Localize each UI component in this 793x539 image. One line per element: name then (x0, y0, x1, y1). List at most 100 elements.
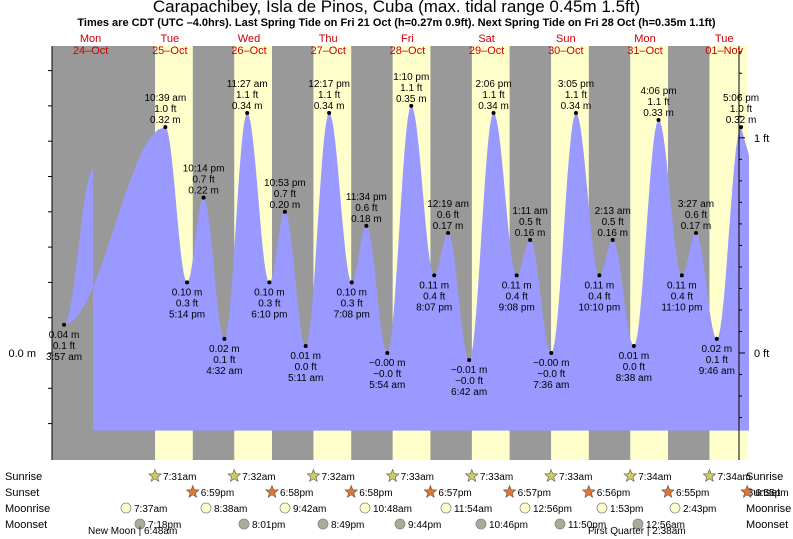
tide-point (385, 351, 390, 355)
moonset-icon (134, 518, 146, 530)
sunrise-time: 7:32am (242, 472, 275, 483)
astro-row-label-left: Moonset (5, 519, 47, 531)
tide-ft-label: 0.4 ft (506, 291, 528, 302)
tide-time-label: 3:27 am (678, 199, 714, 210)
tide-m-label: 0.18 m (351, 214, 382, 225)
tide-ft-label: −0.0 ft (373, 369, 401, 380)
tide-point (739, 125, 744, 130)
sunset-time: 6:56pm (597, 488, 630, 499)
y-axis-label-1ft: 1 ft (754, 133, 769, 145)
tide-point (245, 110, 250, 115)
moonrise-icon (596, 502, 608, 514)
day-header-date: 30–Oct (548, 45, 583, 57)
tide-m-label: −0.00 m (533, 358, 569, 369)
tide-time-label: 5:11 am (288, 373, 323, 384)
sunrise-icon (227, 468, 242, 482)
tide-point (714, 336, 719, 341)
tide-point (185, 280, 190, 285)
tide-m-label: 0.33 m (643, 108, 674, 119)
tide-time-label: 11:27 am (227, 79, 268, 90)
tide-m-label: 0.35 m (396, 94, 427, 105)
tide-ft-label: 0.3 ft (176, 298, 198, 309)
astro-row-label-right: Sunrise (746, 471, 783, 483)
tide-ft-label: 0.4 ft (423, 291, 445, 302)
sunrise-time: 7:34am (717, 472, 750, 483)
tide-ft-label: 1.1 ft (400, 83, 422, 94)
tide-m-label: 0.34 m (561, 101, 592, 112)
moon-phase-first-quarter: First Quarter | 2:38am (588, 526, 686, 537)
astro-row-label-right: Sunset (746, 487, 780, 499)
moonrise-time: 9:42am (293, 504, 326, 515)
tide-time-label: 2:13 am (595, 206, 631, 217)
sunrise-time: 7:32am (321, 472, 354, 483)
moonrise-icon (440, 502, 452, 514)
tide-m-label: 0.16 m (597, 228, 628, 239)
day-header-date: 31–Oct (627, 45, 662, 57)
tide-time-label: 10:10 pm (579, 302, 621, 313)
tide-ft-label: 0.0 ft (295, 362, 317, 373)
tide-m-label: 0.02 m (209, 344, 240, 355)
tide-time-label: 5:14 pm (169, 309, 205, 320)
tide-time-label: 8:07 pm (416, 302, 452, 313)
tide-time-label: 6:42 am (451, 387, 487, 398)
tide-m-label: 0.10 m (336, 287, 367, 298)
moonrise-icon (359, 502, 371, 514)
tide-ft-label: 0.5 ft (519, 217, 541, 228)
tide-ft-label: 0.4 ft (588, 291, 610, 302)
astro-row-label-right: Moonset (746, 519, 788, 531)
tide-m-label: 0.17 m (681, 221, 712, 232)
tide-point (432, 273, 437, 278)
moonset-icon (475, 518, 487, 530)
tide-point (222, 336, 227, 341)
sunrise-icon (464, 468, 479, 482)
tide-point (514, 273, 519, 278)
sunrise-time: 7:33am (480, 472, 513, 483)
moonrise-icon (200, 502, 212, 514)
sunset-time: 6:55pm (755, 488, 788, 499)
tide-time-label: 5:06 pm (723, 93, 759, 104)
sunset-icon (581, 484, 596, 498)
tide-time-label: 12:19 am (427, 199, 469, 210)
tide-point (528, 238, 533, 243)
sunrise-icon (623, 468, 638, 482)
sunset-icon (740, 484, 755, 498)
sunrise-icon (385, 468, 400, 482)
tide-point (597, 273, 602, 278)
sunset-icon (344, 484, 359, 498)
tide-ft-label: 0.7 ft (274, 189, 296, 200)
tide-time-label: 5:54 am (369, 380, 405, 391)
tide-ft-label: 1.0 ft (154, 104, 176, 115)
day-header-dow: Mon (80, 33, 101, 45)
astro-row-label-left: Sunrise (5, 471, 42, 483)
tide-point (656, 118, 661, 123)
tide-ft-label: 0.1 ft (706, 355, 728, 366)
tide-point (327, 110, 332, 115)
tide-ft-label: 1.1 ft (647, 97, 669, 108)
sunset-time: 6:58pm (359, 488, 392, 499)
tide-time-label: 10:14 pm (183, 164, 225, 175)
moonrise-icon (279, 502, 291, 514)
tide-ft-label: 0.4 ft (671, 291, 693, 302)
day-header-date: 01–Nov (705, 45, 743, 57)
tide-m-label: 0.34 m (478, 101, 509, 112)
day-header-dow: Tue (715, 33, 734, 45)
day-header-dow: Wed (238, 33, 260, 45)
tide-point (446, 230, 451, 235)
tide-ft-label: 1.1 ft (318, 90, 340, 101)
tide-ft-label: 0.3 ft (258, 298, 280, 309)
moonset-time: 12:56am (646, 520, 685, 531)
sunset-icon (502, 484, 517, 498)
moonset-icon (238, 518, 250, 530)
tide-m-label: 0.22 m (188, 186, 219, 197)
tide-point (201, 195, 206, 200)
day-header-dow: Thu (319, 33, 338, 45)
tide-point (549, 351, 554, 355)
tide-m-label: 0.11 m (667, 280, 697, 291)
tide-time-label: 11:10 pm (661, 302, 702, 313)
sunset-icon (265, 484, 279, 498)
moonrise-icon (519, 502, 531, 514)
tide-m-label: 0.11 m (419, 280, 449, 291)
tide-point (364, 223, 369, 228)
moonrise-time: 11:54am (454, 504, 492, 515)
moonset-time: 7:18pm (148, 520, 181, 531)
